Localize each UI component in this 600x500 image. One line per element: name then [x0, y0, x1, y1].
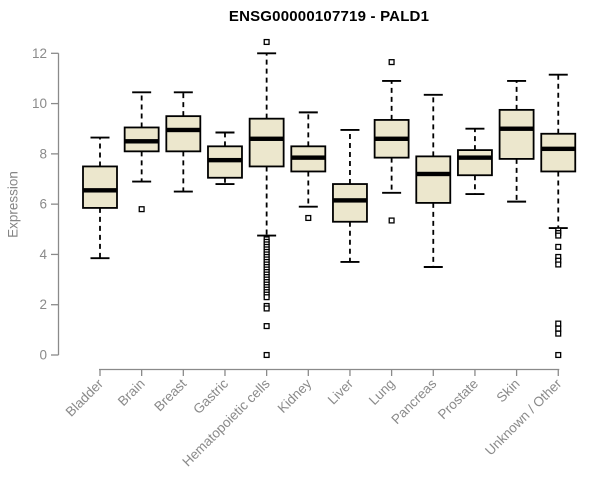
box-breast — [165, 91, 202, 193]
box-lung — [373, 59, 410, 224]
x-tick-label-breast: Breast — [151, 376, 189, 414]
box-liver — [332, 129, 368, 263]
outlier-point — [263, 38, 270, 46]
median-line — [332, 198, 367, 203]
box-prostate — [457, 127, 493, 196]
iqr-box — [457, 149, 493, 177]
x-tick-label-unknown-other: Unknown / Other — [482, 376, 565, 459]
outlier-point — [388, 217, 395, 224]
median-line — [83, 188, 117, 193]
iqr-box — [82, 165, 118, 209]
x-tick-label-kidney: Kidney — [275, 376, 315, 416]
median-line — [416, 171, 451, 177]
outlier-point — [555, 232, 562, 239]
box-kidney — [290, 111, 327, 222]
y-tick-label-10: 10 — [32, 96, 47, 111]
y-tick-label-0: 0 — [39, 348, 47, 363]
y-tick-label-12: 12 — [32, 46, 47, 61]
x-tick-label-liver: Liver — [325, 376, 357, 408]
outlier-point — [305, 214, 312, 222]
box-brain — [123, 91, 160, 213]
median-line — [541, 146, 576, 152]
x-tick-label-pancreas: Pancreas — [388, 376, 439, 427]
x-tick-label-gastric: Gastric — [190, 376, 231, 417]
iqr-box — [248, 117, 285, 168]
outlier-point — [263, 351, 270, 359]
outlier-point — [388, 59, 395, 66]
outlier-point — [555, 351, 562, 359]
median-line — [207, 157, 242, 163]
x-tick-label-lung: Lung — [366, 376, 398, 408]
x-tick-label-bladder: Bladder — [63, 376, 107, 420]
outlier-point — [555, 243, 562, 250]
median-line — [291, 155, 326, 160]
outlier-point — [138, 206, 145, 213]
x-tick-label-prostate: Prostate — [435, 376, 481, 422]
outlier-point — [555, 261, 562, 268]
outlier-point — [263, 294, 270, 301]
median-line — [374, 136, 409, 141]
outlier-point — [555, 330, 562, 337]
box-hematopoietic-cells — [248, 38, 285, 359]
iqr-box — [498, 108, 535, 160]
box-unknown-other — [540, 73, 577, 359]
x-tick-label-skin: Skin — [494, 376, 523, 405]
x-tick-label-brain: Brain — [115, 376, 148, 409]
outlier-point — [263, 323, 270, 330]
median-line — [499, 126, 534, 131]
median-line — [249, 136, 284, 141]
box-skin — [498, 80, 535, 203]
box-gastric — [207, 131, 243, 185]
box-pancreas — [415, 93, 452, 268]
outlier-point — [555, 320, 562, 327]
chart-title: ENSG00000107719 - PALD1 — [228, 8, 430, 25]
y-tick-label-8: 8 — [39, 146, 47, 161]
median-line — [124, 139, 159, 144]
iqr-box — [165, 115, 202, 153]
outlier-point — [263, 305, 270, 312]
iqr-box — [332, 183, 368, 223]
median-line — [166, 127, 201, 133]
iqr-box — [415, 155, 452, 204]
box-bladder — [82, 136, 118, 260]
outlier-point — [555, 325, 562, 332]
median-line — [457, 155, 492, 160]
y-tick-label-4: 4 — [39, 247, 47, 262]
y-tick-label-6: 6 — [39, 197, 47, 212]
iqr-box — [540, 132, 577, 173]
y-tick-label-2: 2 — [39, 297, 47, 312]
